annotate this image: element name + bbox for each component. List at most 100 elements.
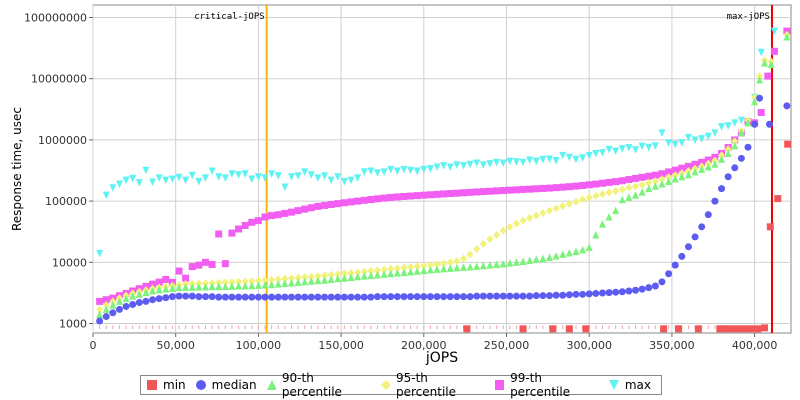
point-max (612, 147, 620, 155)
point-90-th-percentile (638, 188, 646, 196)
point-90-th-percentile (109, 301, 117, 309)
point-max (724, 122, 732, 130)
point-median (373, 293, 381, 301)
point-99-th-percentile (598, 179, 606, 187)
point-median (149, 296, 157, 304)
legend-item-median: median (195, 378, 257, 392)
point-99-th-percentile (493, 187, 501, 195)
point-max (565, 153, 573, 162)
point-median (188, 292, 196, 300)
point-95-th-percentile (638, 180, 646, 189)
point-99-th-percentile (579, 181, 587, 189)
point-median (115, 305, 123, 313)
x-tick-label: 250,000 (484, 339, 530, 352)
point-min (727, 325, 735, 333)
point-max (380, 168, 388, 176)
point-90-th-percentile (182, 283, 190, 291)
point-90-th-percentile (168, 284, 176, 292)
point-min (463, 325, 471, 333)
point-median (360, 293, 368, 301)
point-95-th-percentile (499, 226, 507, 235)
point-90-th-percentile (149, 286, 157, 295)
point-99-th-percentile (334, 200, 342, 208)
point-min (549, 325, 557, 333)
point-max (711, 129, 719, 137)
point-99-th-percentile (215, 230, 223, 238)
point-median (96, 317, 104, 325)
point-median (354, 293, 362, 301)
point-90-th-percentile (526, 256, 534, 265)
point-99-th-percentile (506, 186, 514, 194)
point-max (168, 175, 176, 183)
point-max (248, 175, 256, 183)
point-max (737, 116, 745, 125)
x-tick-label: 150,000 (318, 339, 364, 352)
point-max (334, 173, 342, 181)
point-95-th-percentile (446, 258, 454, 267)
point-99-th-percentile (426, 191, 434, 199)
point-99-th-percentile (625, 176, 633, 184)
point-99-th-percentile (618, 177, 626, 185)
point-99-th-percentile (373, 195, 381, 203)
point-95-th-percentile (519, 216, 527, 225)
point-95-th-percentile (96, 305, 104, 314)
point-95-th-percentile (334, 270, 342, 279)
point-max (393, 167, 401, 176)
point-median (294, 293, 302, 301)
tick-layer: 0 50,000 100,000 150,000 200,000 250,000 300,0… (24, 11, 777, 352)
point-90-th-percentile (731, 141, 739, 150)
point-median (737, 154, 745, 162)
point-95-th-percentile (235, 277, 243, 286)
point-max (486, 160, 494, 168)
point-min (747, 325, 755, 333)
point-99-th-percentile (651, 171, 659, 179)
point-median (499, 292, 507, 300)
point-median (585, 290, 593, 298)
point-99-th-percentile (149, 280, 157, 288)
point-99-th-percentile (499, 187, 507, 195)
point-median (765, 120, 773, 128)
point-max (426, 165, 434, 173)
point-max (188, 171, 196, 180)
point-max (340, 177, 348, 186)
point-max (149, 178, 157, 187)
point-90-th-percentile (704, 163, 712, 171)
y-tick-label: 10000 (52, 256, 87, 269)
point-median (466, 293, 474, 301)
point-max (632, 146, 640, 154)
point-median (565, 291, 573, 299)
point-99-th-percentile (671, 166, 679, 174)
point-99-th-percentile (473, 188, 481, 196)
point-90-th-percentile (354, 272, 362, 281)
point-99-th-percentile (294, 207, 302, 215)
x-tick-label: 300,000 (566, 339, 612, 352)
point-max (499, 159, 507, 167)
point-median (684, 243, 692, 251)
point-max (360, 168, 368, 176)
point-median (651, 282, 659, 290)
point-max (618, 145, 626, 153)
point-max (598, 149, 606, 157)
point-90-th-percentile (248, 281, 256, 290)
point-99-th-percentile (281, 209, 289, 217)
point-99-th-percentile (532, 185, 540, 193)
point-90-th-percentile (301, 277, 309, 286)
point-90-th-percentile (201, 283, 209, 291)
y-axis-title: Response time, usec (10, 107, 24, 231)
x-tick-label: 50,000 (156, 339, 195, 352)
point-max (228, 170, 236, 178)
point-95-th-percentile (618, 185, 626, 194)
point-max (658, 129, 666, 137)
point-max (460, 162, 468, 170)
point-max (407, 166, 415, 175)
legend-label: max (624, 378, 652, 392)
point-max (473, 159, 481, 167)
legend-label: 99-th percentile (510, 371, 571, 399)
point-99-th-percentile (367, 196, 375, 204)
point-max (665, 139, 673, 147)
point-95-th-percentile (731, 137, 739, 146)
point-max (307, 171, 315, 179)
point-median (704, 211, 712, 219)
point-95-th-percentile (321, 271, 329, 280)
point-min (565, 325, 573, 333)
